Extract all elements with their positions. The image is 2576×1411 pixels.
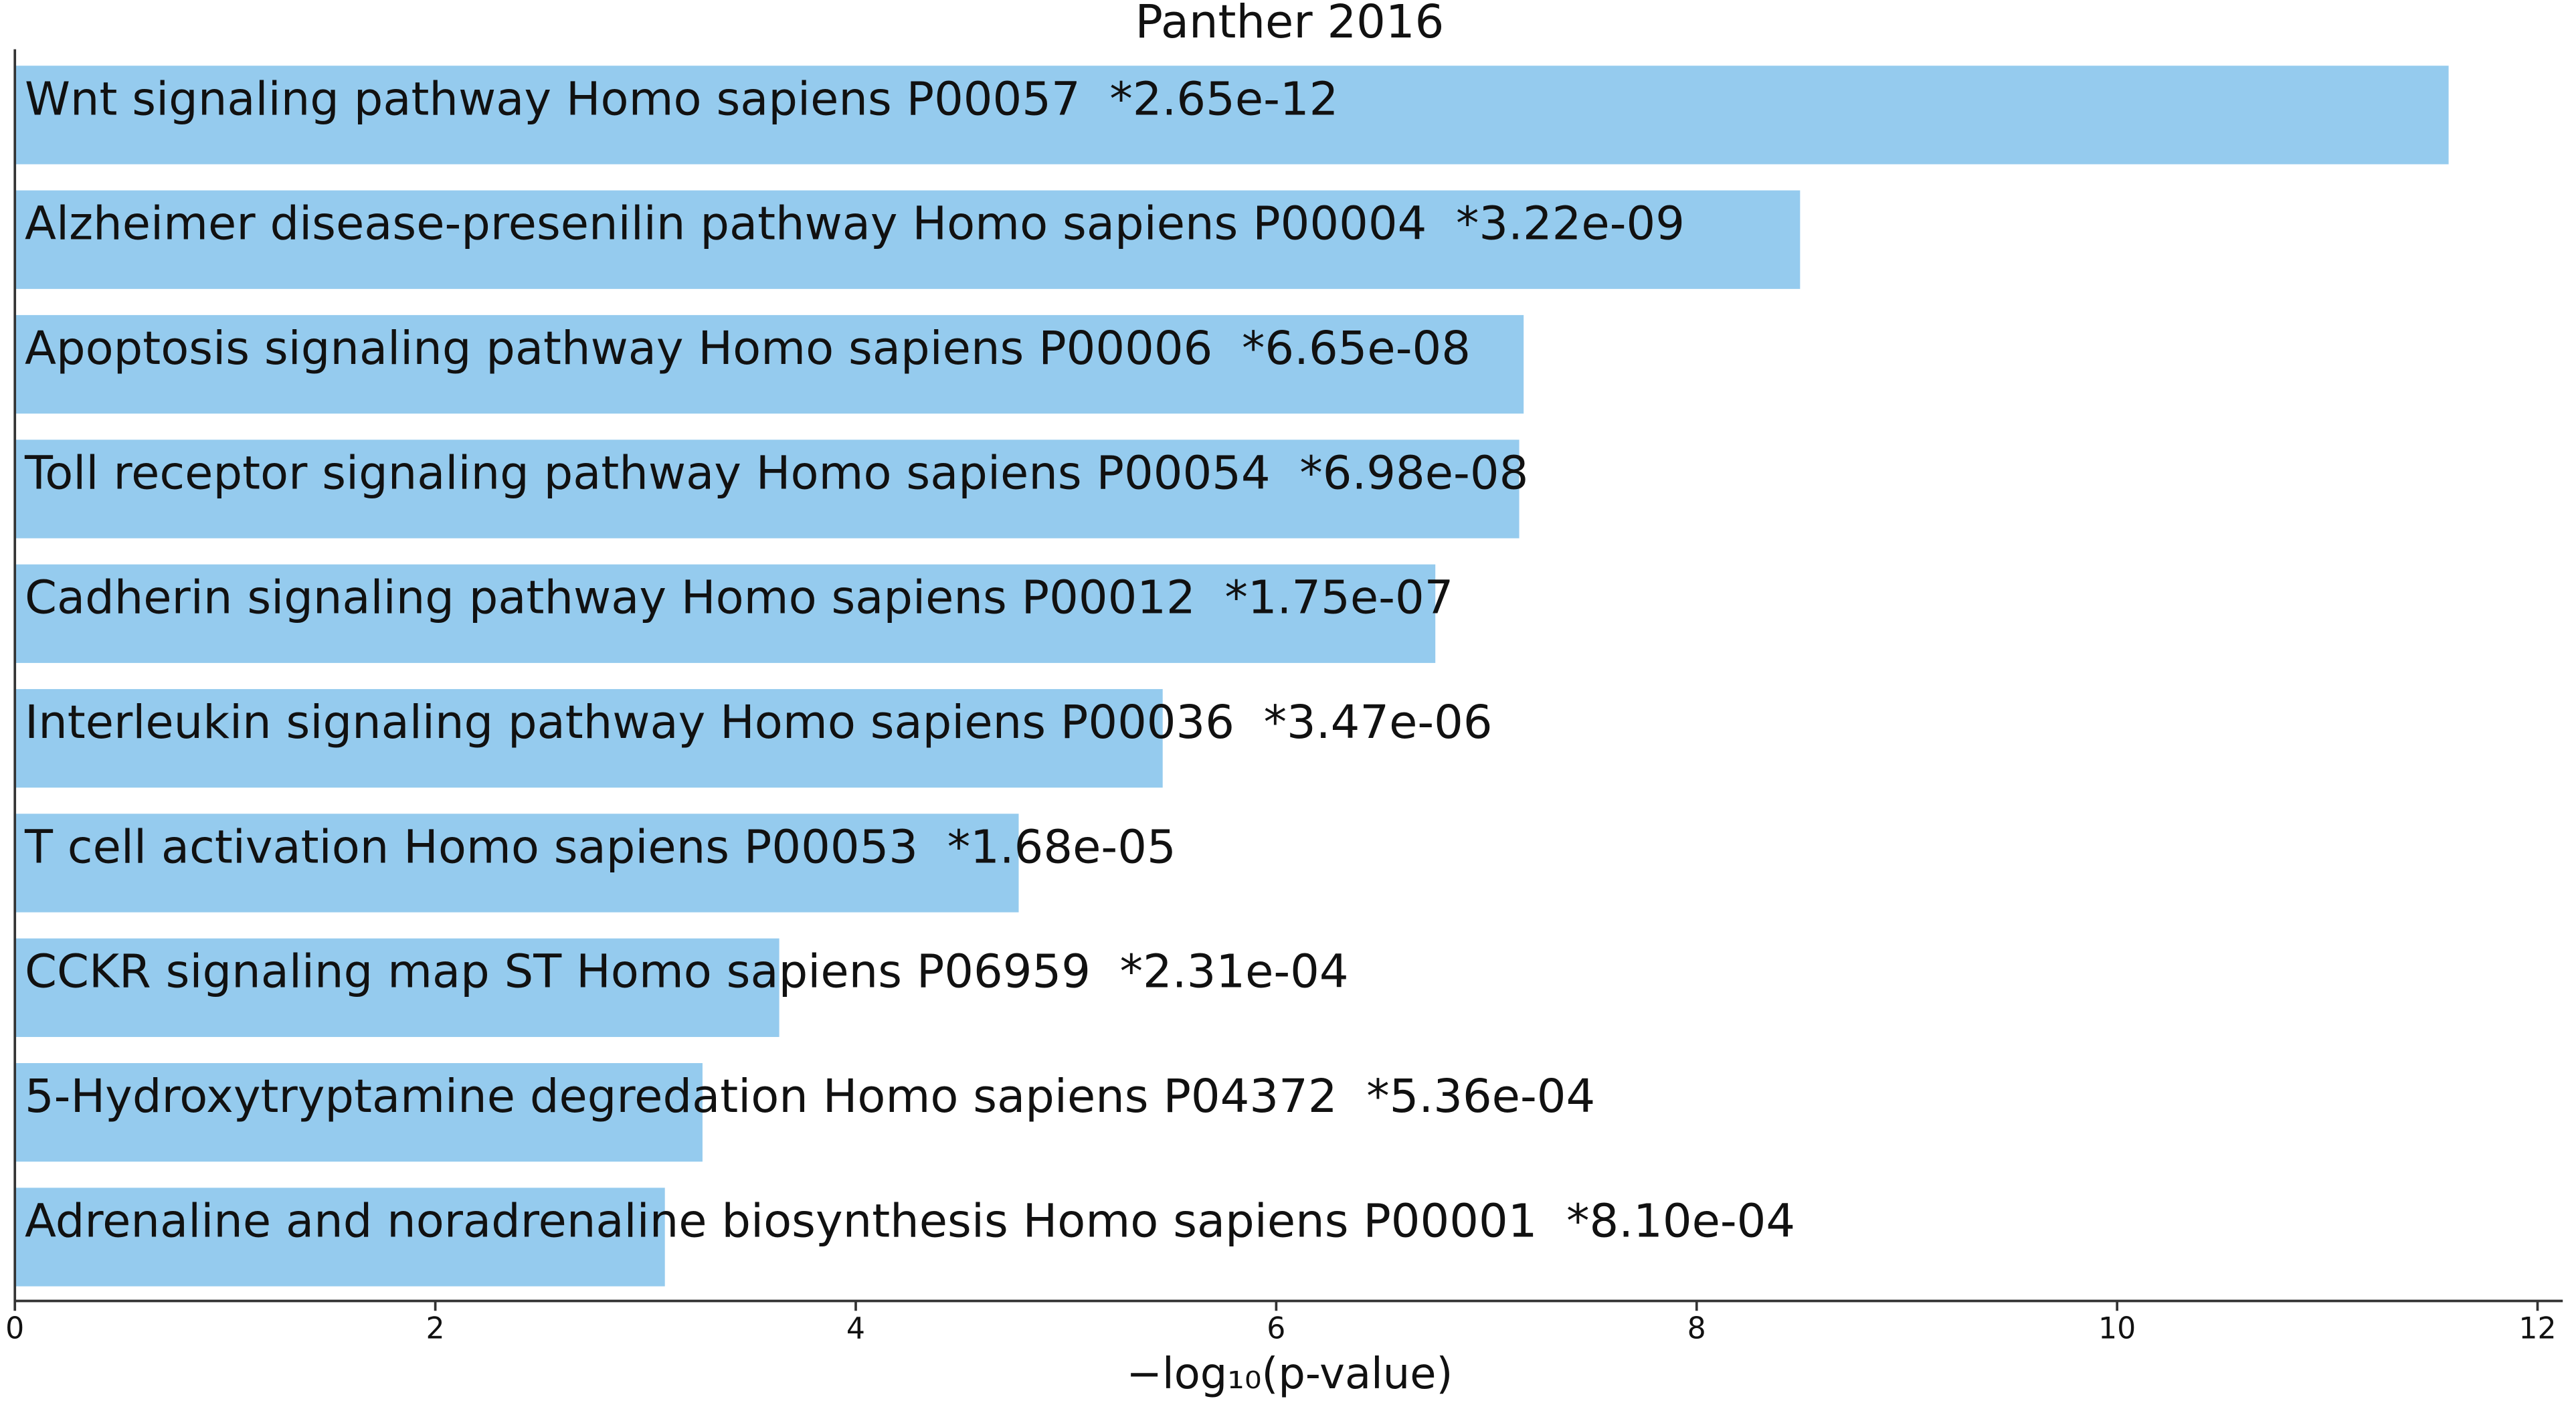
- bar: [15, 814, 1019, 913]
- bar: [15, 66, 2449, 165]
- bar-label: Cadherin signaling pathway Homo sapiens …: [25, 571, 1453, 625]
- bar-label: Alzheimer disease-presenilin pathway Hom…: [25, 197, 1685, 251]
- x-tick-label: 6: [1267, 1312, 1285, 1346]
- bar: [15, 1062, 703, 1162]
- bar-label: Adrenaline and noradrenaline biosynthesi…: [25, 1194, 1795, 1248]
- x-tick-label: 2: [426, 1312, 445, 1346]
- x-tick-label: 12: [2518, 1312, 2556, 1346]
- bar-label: Interleukin signaling pathway Homo sapie…: [25, 696, 1493, 749]
- x-tick-label: 10: [2098, 1312, 2136, 1346]
- bar-label: Toll receptor signaling pathway Homo sap…: [24, 446, 1528, 500]
- x-tick-label: 8: [1687, 1312, 1706, 1346]
- bar-label: CCKR signaling map ST Homo sapiens P0695…: [25, 945, 1349, 999]
- bar: [15, 440, 1520, 539]
- bar-label: 5-Hydroxytryptamine degredation Homo sap…: [25, 1070, 1595, 1123]
- bar: [15, 564, 1436, 663]
- bar-label: Wnt signaling pathway Homo sapiens P0005…: [25, 72, 1338, 126]
- bar: [15, 938, 779, 1037]
- bar: [15, 688, 1163, 788]
- bar-label: Apoptosis signaling pathway Homo sapiens…: [25, 322, 1471, 375]
- x-axis-label: −log₁₀(p-value): [1126, 1349, 1453, 1399]
- bar: [15, 314, 1524, 414]
- x-tick-label: 4: [846, 1312, 865, 1346]
- chart-title: Panther 2016: [1135, 0, 1445, 49]
- bar: [15, 190, 1801, 289]
- bar: [15, 1188, 665, 1287]
- bar-label: T cell activation Homo sapiens P00053 *1…: [24, 820, 1176, 874]
- x-tick-label: 0: [5, 1312, 24, 1346]
